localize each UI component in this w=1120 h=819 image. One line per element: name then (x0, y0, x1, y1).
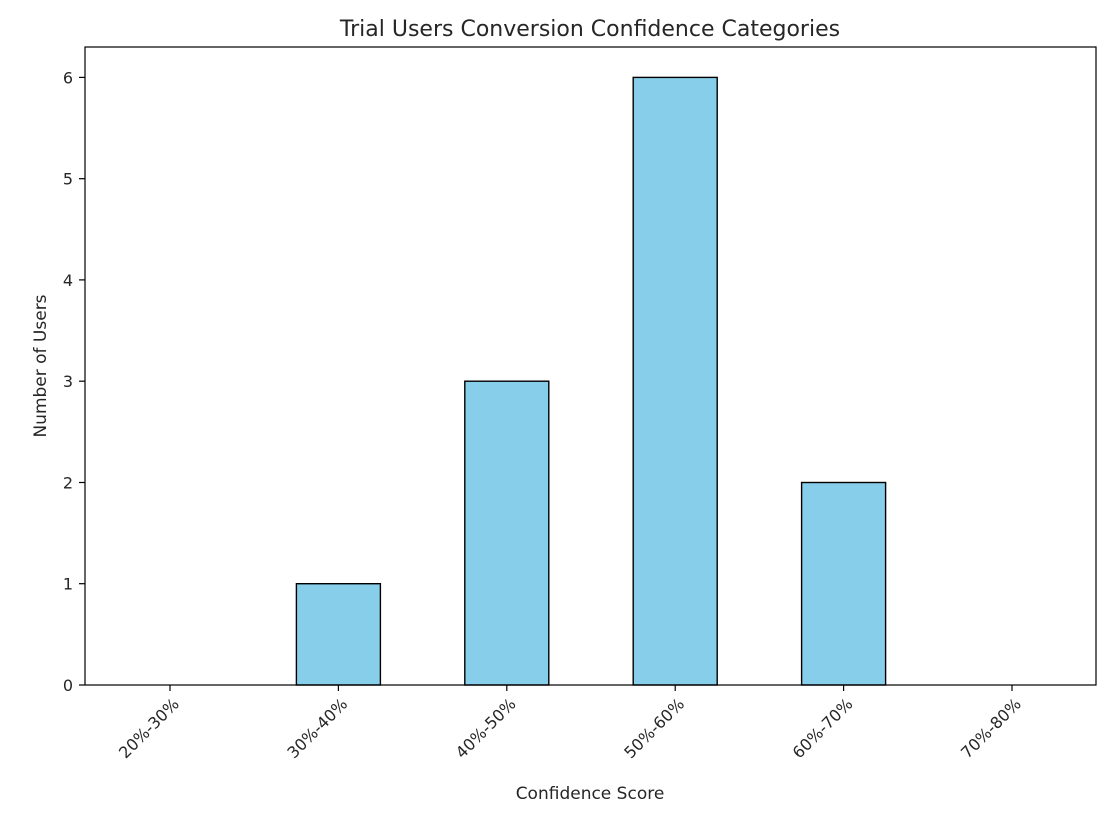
x-axis: 20%-30% 30%-40% 40%-50% 50%-60% 60%-70% 70%-8… (115, 685, 1025, 762)
plot-frame (84, 46, 1097, 686)
x-tick-label-30%-40%: 30%-40% (283, 694, 351, 762)
y-tick-label-1: 1 (63, 575, 73, 594)
x-axis-label: Confidence Score (516, 784, 665, 804)
y-tick-label-4: 4 (63, 271, 73, 290)
bar-40%-50% (464, 380, 550, 686)
x-tick-label-40%-50%: 40%-50% (452, 694, 520, 762)
bars-group (295, 76, 887, 686)
bar-30%-40% (295, 583, 382, 686)
y-axis: 0 1 2 3 4 5 6 (63, 68, 85, 695)
chart-title: Trial Users Conversion Confidence Catego… (339, 17, 840, 42)
bar-50%-60% (632, 76, 718, 686)
x-tick-label-70%-80%: 70%-80% (957, 694, 1025, 762)
y-axis-label: Number of Users (31, 294, 51, 437)
x-tick-label-60%-70%: 60%-70% (789, 694, 857, 762)
bar-60%-70% (800, 481, 887, 686)
y-tick-label-2: 2 (63, 474, 73, 493)
x-tick-label-20%-30%: 20%-30% (115, 694, 183, 762)
y-tick-label-3: 3 (63, 372, 73, 391)
y-tick-label-0: 0 (63, 676, 73, 695)
x-tick-label-50%-60%: 50%-60% (620, 694, 688, 762)
y-tick-label-5: 5 (63, 170, 73, 189)
y-tick-label-6: 6 (63, 68, 73, 87)
